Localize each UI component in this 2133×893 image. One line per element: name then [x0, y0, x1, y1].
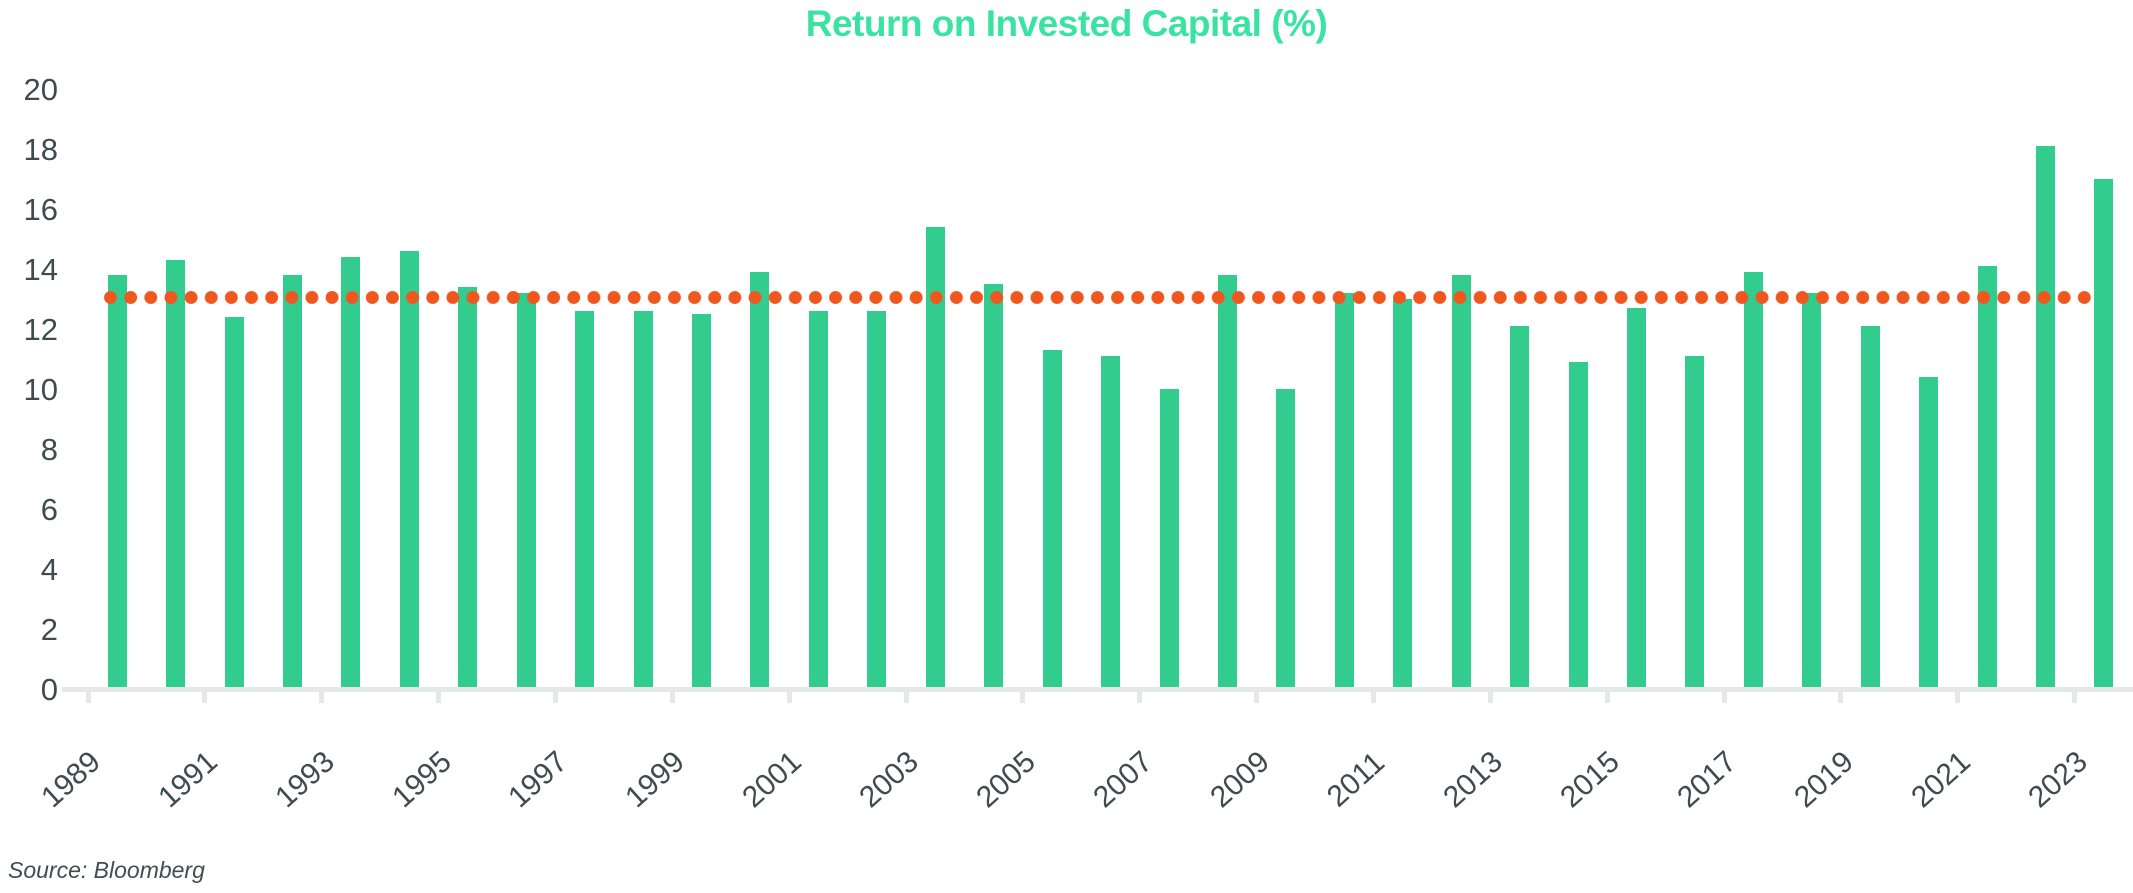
bar-2019	[1860, 326, 1880, 689]
y-tick-label: 6	[40, 491, 58, 527]
x-tick-label: 2019	[1788, 745, 1860, 815]
x-tick-label: 2011	[1320, 745, 1391, 814]
x-tick-label: 1995	[385, 745, 458, 815]
x-tick-label: 1989	[35, 745, 107, 815]
average-reference-line	[104, 291, 2096, 304]
bar-1997	[575, 311, 595, 689]
x-axis-line	[62, 687, 2133, 692]
x-tick-label: 2017	[1671, 745, 1743, 815]
x-axis-tick	[202, 690, 208, 703]
x-axis-tick	[1371, 690, 1376, 703]
y-tick-label: 0	[40, 671, 58, 707]
x-tick-label: 2005	[970, 745, 1042, 815]
bar-2012	[1451, 275, 1471, 689]
x-tick-label: 2015	[1554, 745, 1627, 815]
x-axis-tick	[85, 690, 91, 703]
y-tick-label: 10	[23, 371, 58, 407]
bar-1993	[341, 257, 361, 689]
bar-2018	[1802, 293, 1822, 689]
bar-1996	[516, 293, 536, 689]
bar-2009	[1276, 389, 1296, 689]
y-tick-label: 4	[40, 551, 58, 587]
x-axis-tick	[319, 690, 325, 703]
x-axis-tick	[1838, 690, 1844, 703]
x-axis-tick	[903, 690, 909, 703]
x-axis-tick	[2072, 690, 2078, 703]
x-tick-label: 2023	[2021, 745, 2094, 815]
bar-2004	[984, 284, 1004, 689]
chart-title: Return on Invested Capital (%)	[805, 3, 1328, 44]
source-note: Source: Bloomberg	[8, 857, 205, 883]
bar-2011	[1393, 299, 1413, 689]
x-axis-tick	[669, 690, 675, 703]
x-axis-tick	[786, 690, 792, 703]
bar-2007	[1159, 389, 1179, 689]
x-tick-label: 2007	[1086, 745, 1159, 815]
x-axis-tick	[1604, 690, 1610, 703]
bar-2017	[1743, 272, 1763, 689]
x-tick-label: 1997	[502, 745, 575, 815]
x-axis-tick	[1721, 690, 1727, 703]
bar-2000	[750, 272, 770, 689]
x-axis-tick	[1137, 690, 1143, 703]
bar-2020	[1919, 377, 1938, 689]
x-axis-tick	[1487, 690, 1493, 703]
x-tick-label: 2003	[853, 745, 925, 815]
y-tick-label: 16	[23, 191, 58, 227]
y-tick-label: 14	[23, 251, 58, 287]
bar-2022	[2035, 146, 2055, 689]
bar-2016	[1685, 356, 1705, 689]
y-tick-label: 8	[40, 431, 58, 467]
bar-2021	[1977, 266, 1997, 689]
bar-2013	[1510, 326, 1529, 689]
x-axis-tick	[436, 690, 442, 703]
bar-2014	[1568, 362, 1588, 689]
bar-2005	[1042, 350, 1062, 689]
y-tick-label: 18	[23, 131, 58, 167]
bar-2010	[1334, 293, 1354, 689]
bar-2002	[867, 311, 887, 689]
x-tick-label: 1999	[619, 745, 692, 815]
y-tick-label: 12	[23, 311, 58, 347]
bar-2006	[1101, 356, 1120, 689]
x-axis-tick	[1254, 690, 1260, 703]
bar-2001	[808, 311, 828, 689]
y-tick-label: 2	[40, 611, 58, 647]
x-tick-label: 1991	[152, 745, 224, 815]
x-axis-tick	[1955, 690, 1961, 703]
x-axis-tick	[552, 690, 558, 703]
bar-1995	[458, 287, 478, 689]
bar-1990	[166, 260, 186, 689]
bar-1992	[283, 275, 302, 689]
bar-2008	[1217, 275, 1237, 689]
x-tick-label: 2013	[1437, 745, 1510, 815]
bar-1989	[107, 275, 127, 689]
y-tick-label: 20	[23, 71, 58, 107]
x-tick-label: 1993	[268, 745, 341, 815]
bar-1994	[399, 251, 419, 689]
bar-1991	[224, 317, 244, 689]
bar-2015	[1626, 308, 1646, 689]
x-tick-label: 2021	[1904, 745, 1977, 815]
bar-1998	[633, 311, 653, 689]
bar-2023	[2094, 179, 2114, 689]
x-tick-label: 2001	[736, 745, 809, 815]
bar-1999	[692, 314, 711, 689]
x-tick-label: 2009	[1203, 745, 1276, 815]
bar-2003	[925, 227, 945, 689]
x-axis-tick	[1020, 690, 1026, 703]
